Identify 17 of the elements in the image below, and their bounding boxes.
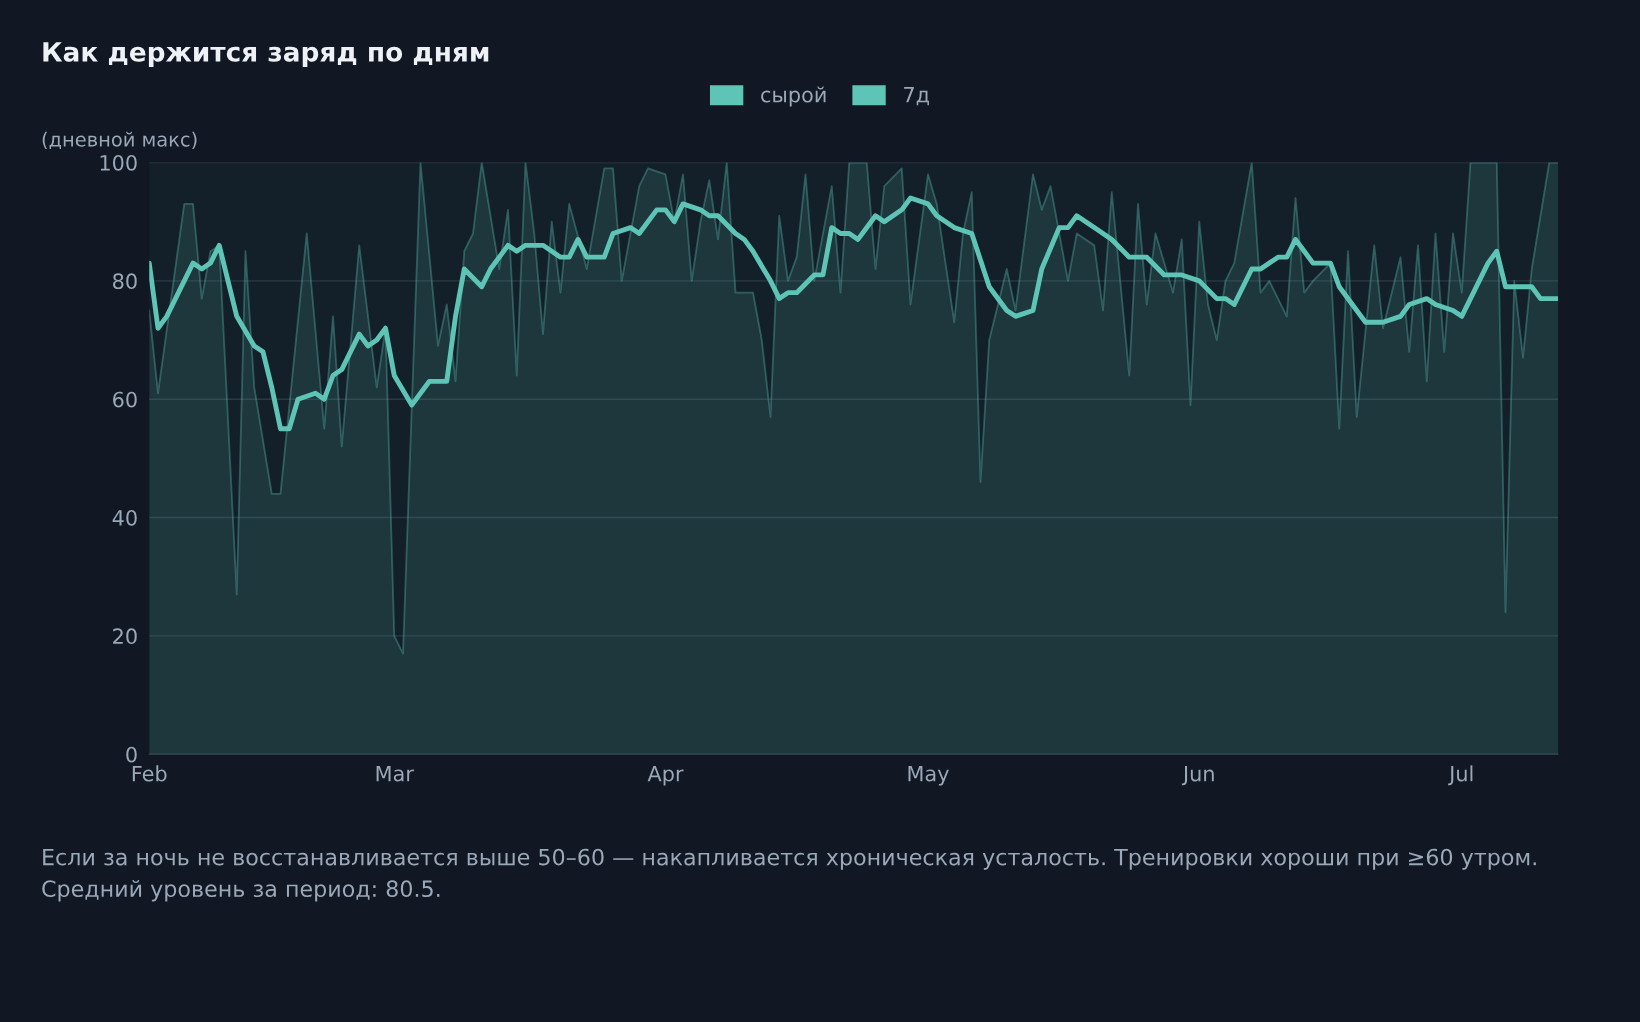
x-tick-label: May: [908, 765, 949, 786]
x-tick-label: Feb: [132, 765, 167, 782]
x-tick-label: Jul: [1448, 765, 1473, 786]
x-tick-label: Mar: [376, 765, 414, 782]
y-tick-label: 80: [113, 273, 137, 290]
y-tick-label: 100: [100, 154, 137, 171]
y-tick-label: 40: [112, 509, 137, 526]
y-tick-label: 60: [113, 391, 137, 408]
y-tick-label: 0: [126, 746, 137, 763]
text: Если за ночь не восстанавливается выше 50–60 — накапливается хроническая усталость. Тренировки хороши при ≥60 утром. Средний уровень за период: 80.5.: [42, 848, 1536, 902]
x-tick-label: Apr: [647, 765, 684, 786]
y-axis-title: (дневной макс): [42, 131, 197, 150]
legend-label: 7д: [904, 87, 929, 106]
x-tick-label: Jun: [1181, 765, 1214, 786]
legend-label: сырой: [761, 86, 826, 107]
y-tick-label: 20: [113, 628, 137, 645]
chart-title: Как держится заряд по дням: [43, 42, 489, 67]
